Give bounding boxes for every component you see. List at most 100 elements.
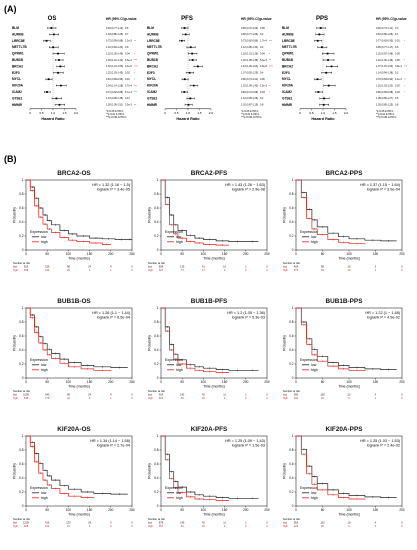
fp-pfs-gene-label: MYCL: [147, 77, 156, 81]
fp-pps-hr-header: HR (95% CI): [376, 17, 395, 21]
fp-pfs-hr-point: [196, 65, 199, 68]
fp-os-hr-value: 0.74 (0.62-0.88): [106, 91, 123, 94]
fp-pps-gene-label: AURKB: [282, 32, 294, 36]
fp-pps-p-value: 0.3: [395, 27, 399, 30]
fp-os-hr-value: 1.22 (1.03-1.45): [106, 72, 123, 75]
fp-os-p-value: 1.1e-3: [125, 40, 132, 43]
km-bub1b-pfs-y-tick-label: 0.8: [154, 320, 159, 324]
km-bub1b-pfs-risk-count-high: 66: [181, 396, 184, 400]
km-bub1b-pfs-y-tick-label: 1: [157, 306, 159, 310]
fp-pps-p-value: 0.05: [395, 59, 400, 62]
km-kif20a-os-x-tick-label: 150: [87, 508, 93, 512]
km-bub1b-os-risk-count-high: 9: [89, 396, 91, 400]
fp-pps-p-value: 3.9e-4: [395, 65, 402, 68]
fp-os-sig-stars: **: [134, 40, 136, 43]
fp-os-hr-value: 1.28 (1.09-1.51): [106, 104, 123, 107]
km-bub1b-pps-group: BUB1B-PPS HR = 1.22 (1 − 1.48)logrank P =…: [283, 298, 405, 400]
km-bub1b-pps-title: BUB1B-PPS: [326, 298, 364, 305]
km-brca2-pfs-y-tick-label: 0.8: [154, 192, 159, 196]
km-bub1b-os-x-tick-label: 250: [129, 380, 135, 384]
km-bub1b-pps-legend-label-high: high: [311, 368, 318, 372]
fp-os-sig-stars: *: [134, 72, 135, 75]
km-bub1b-os-risk-count-high: 42: [67, 396, 70, 400]
km-bub1b-os-group: BUB1B-OS HR = 1.26 (1.1 − 1.44)logrank P …: [13, 298, 135, 400]
km-brca2-pps-legend-label-low: low: [311, 235, 317, 239]
fp-pfs-x-tick-label: 2.0: [209, 111, 214, 115]
km-kif20a-pfs-x-tick-label: 150: [222, 508, 228, 512]
fp-pfs-p-value: 0.04: [260, 52, 265, 55]
fp-os-hr-point: [50, 27, 53, 29]
km-bub1b-pfs-risk-count-low: 42: [202, 393, 205, 397]
km-brca2-pfs-risk-count-low: 0: [266, 265, 268, 269]
fp-pfs-hr-value: 0.84 (0.72-0.98): [241, 91, 258, 94]
km-kif20a-pfs-y-tick-label: 0.2: [154, 490, 159, 494]
fp-pps-hr-value: 1.03 (0.85-1.25): [376, 104, 393, 107]
fp-pfs-hr-value: 1.25 (1.09-1.43): [241, 84, 258, 87]
km-brca2-os-x-tick-label: 150: [87, 252, 93, 256]
km-kif20a-pps-y-tick-label: 0.6: [289, 462, 294, 466]
km-bub1b-os-y-tick-label: 0: [22, 376, 24, 380]
km-brca2-pfs-x-label: Time (months): [203, 257, 225, 261]
fp-os-sig-stars: ***: [134, 59, 137, 62]
km-brca2-os-legend-title: Expression: [30, 230, 48, 234]
fp-pfs-hr-point: [189, 97, 192, 100]
km-bub1b-pfs-x-tick-label: 200: [243, 380, 249, 384]
fp-pps-hr-point: [319, 27, 322, 29]
km-bub1b-pps-x-tick-label: 200: [399, 380, 405, 384]
fp-pfs-hr-value: 0.73 (0.62-0.86): [241, 40, 258, 43]
km-kif20a-os-x-tick-label: 200: [108, 508, 114, 512]
km-bub1b-pfs-legend-title: Expression: [165, 358, 183, 362]
fp-pps-hr-value: 0.90 (0.73-1.11): [376, 27, 393, 30]
km-bub1b-pfs-legend-label-high: high: [176, 368, 183, 372]
km-bub1b-os-y-tick-label: 0.8: [19, 320, 24, 324]
fp-pps-p-value: 0.6: [395, 97, 399, 100]
fp-pps-hr-point: [326, 52, 329, 55]
km-kif20a-pps-x-tick-label: 100: [346, 508, 352, 512]
km-bub1b-pfs-risk-count-high: 0: [245, 396, 247, 400]
km-brca2-pps-x-tick-label: 100: [346, 252, 352, 256]
km-brca2-pps-title: BRCA2-PPS: [326, 170, 364, 177]
fp-pfs-p-header: p-value: [260, 17, 272, 21]
fp-pfs-p-value: 1.5e-3: [260, 84, 267, 87]
fp-pps-sig-stars: *: [404, 59, 405, 62]
km-kif20a-pps-curve-high: [296, 435, 366, 500]
km-brca2-pps-x-tick-label: 200: [399, 252, 405, 256]
fp-os-hr-point: [59, 84, 62, 87]
fp-os-sig-stars: **: [134, 104, 136, 107]
km-brca2-pfs-y-tick-label: 1: [157, 178, 159, 182]
km-brca2-pps-y-tick-label: 0.6: [289, 206, 294, 210]
km-kif20a-os-risk-count-low: 416: [45, 521, 50, 525]
fp-pfs-sig-stars: *: [269, 91, 270, 94]
km-bub1b-pps-risk-count-low: 590: [294, 393, 299, 397]
fp-pps-hr-point: [316, 78, 319, 81]
fp-os-hr-value: 0.72 (0.59-0.88): [106, 40, 123, 43]
km-bub1b-pps-risk-row-label-low: low: [283, 393, 287, 397]
fp-os-hr-value: 1.01 (0.84-1.23): [106, 46, 123, 49]
km-kif20a-os-x-tick-label: 0: [25, 508, 27, 512]
km-kif20a-os-y-tick-label: 0: [22, 504, 24, 508]
km-bub1b-os-x-tick-label: 200: [108, 380, 114, 384]
km-bub1b-pfs-hr-text: HR = 1.2 (1.05 − 1.36): [227, 311, 266, 315]
km-brca2-pfs-x-tick-label: 250: [264, 252, 270, 256]
km-brca2-pps-x-tick-label: 0: [295, 252, 297, 256]
fp-pfs-p-value: 2.9e-8: [260, 65, 267, 68]
km-bub1b-pfs-risk-count-high: 2: [224, 396, 226, 400]
fp-pfs-gene-label: HMMR: [147, 103, 158, 107]
km-kif20a-os-risk-count-low: 120: [66, 521, 71, 525]
km-kif20a-pfs-risk-count-high: 2: [224, 524, 226, 528]
km-bub1b-os-risk-count-high: 1: [110, 396, 112, 400]
km-kif20a-os-y-tick-label: 0.2: [19, 490, 24, 494]
km-bub1b-os-risk-row-label-high: high: [13, 396, 18, 400]
fp-pps-footnote: **p<0.01 & HR>1: [376, 113, 395, 116]
fp-pfs-gene-label: LRRC8E: [147, 39, 160, 43]
fp-pps-p-value: 0.03: [395, 91, 400, 94]
fp-pps-hr-value: 0.80 (0.66-0.98): [376, 91, 393, 94]
fp-pfs-hr-header: HR (95% CI): [241, 17, 260, 21]
km-bub1b-pfs-risk-count-low: 914: [159, 393, 164, 397]
fp-os-gene-label: GTSE1: [12, 96, 23, 100]
km-bub1b-pfs-risk-count-high: 16: [202, 396, 205, 400]
km-bub1b-os-x-tick-label: 50: [45, 380, 49, 384]
km-kif20a-os-y-label: Probability: [13, 463, 17, 479]
